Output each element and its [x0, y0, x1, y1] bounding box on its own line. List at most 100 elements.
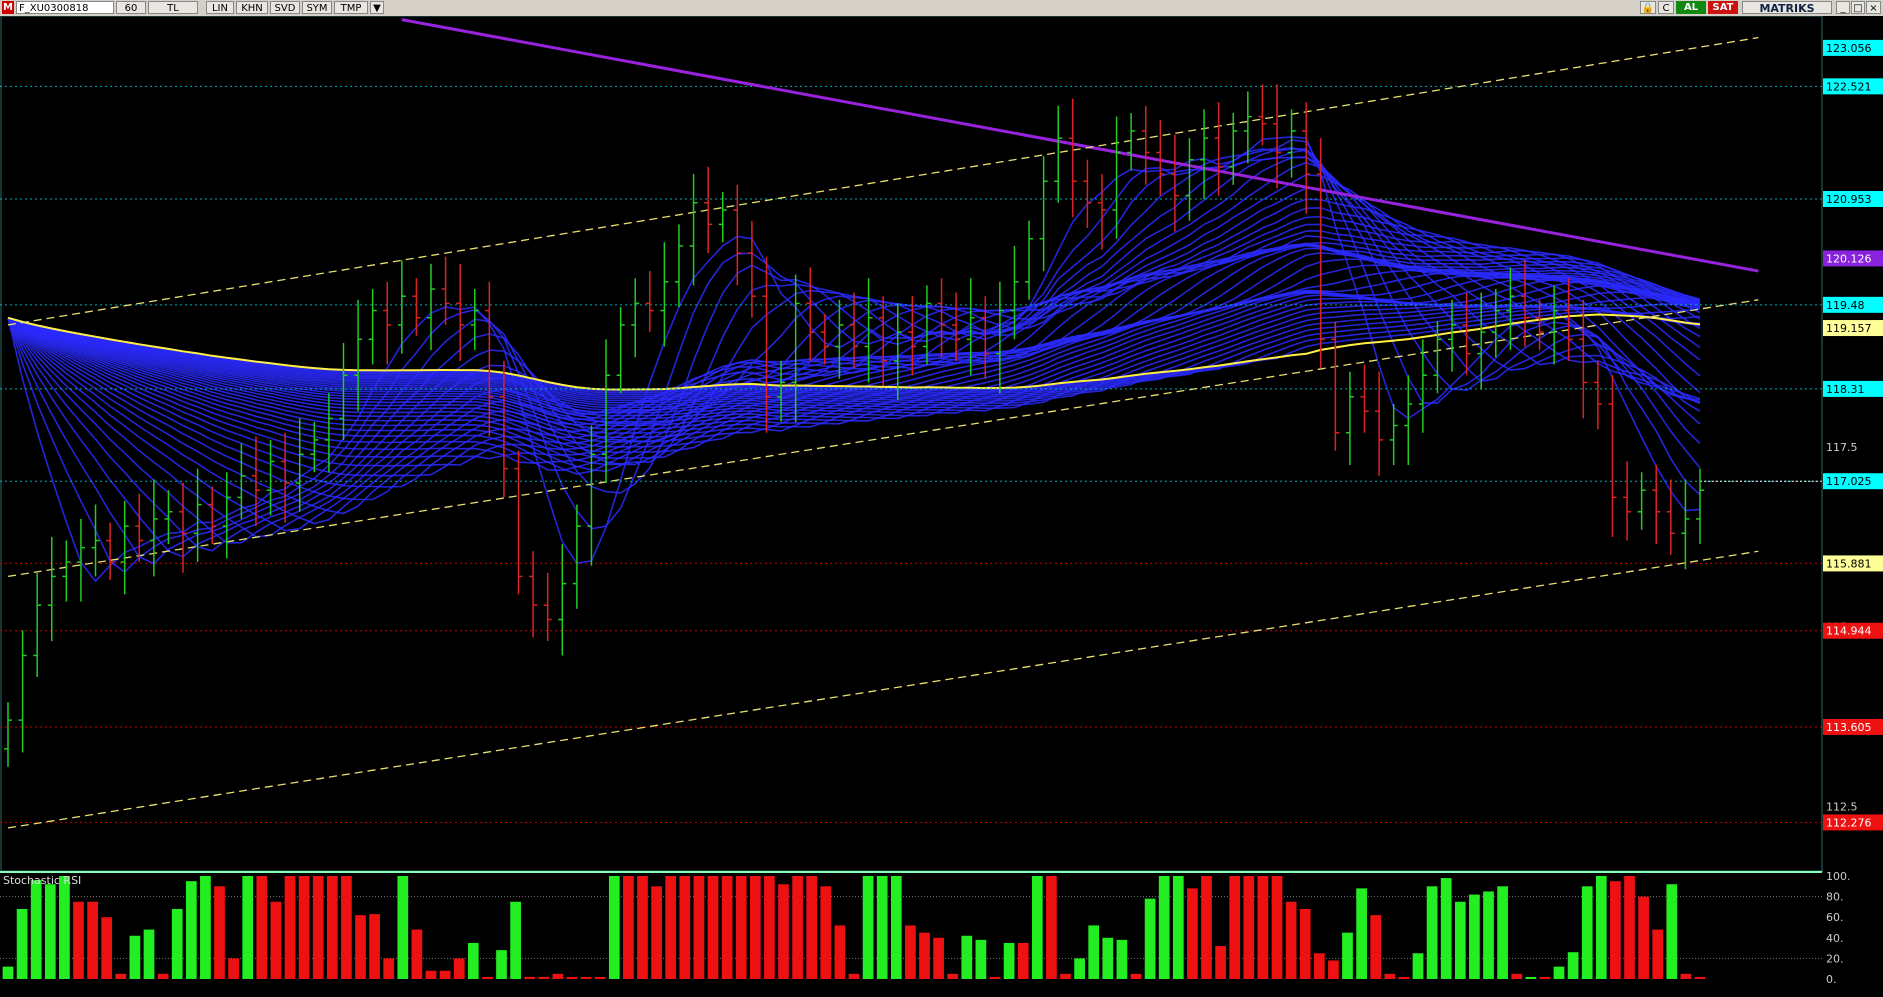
price-bar — [806, 267, 815, 361]
price-bar — [922, 285, 931, 365]
oscillator-bar — [129, 935, 141, 979]
oscillator-bar — [1440, 878, 1452, 979]
price-bar — [412, 278, 421, 336]
oscillator-bar — [707, 876, 719, 979]
lock-icon[interactable]: 🔒 — [1640, 1, 1656, 14]
minimize-icon[interactable]: _ — [1836, 1, 1850, 14]
oscillator-bar — [1088, 925, 1100, 979]
oscillator-bar — [848, 973, 860, 979]
resistance-trendline — [401, 18, 1759, 273]
chart-canvas[interactable]: 117.5115112.5123.056122.521120.953120.12… — [0, 16, 1883, 997]
upper-channel-trendline — [7, 36, 1759, 326]
price-bar — [631, 278, 640, 358]
price-bar — [1375, 371, 1384, 476]
oscillator-bar — [623, 876, 634, 979]
osc-tick-label: 20. — [1826, 952, 1844, 965]
ma-line-76 — [7, 302, 1701, 404]
refresh-icon[interactable]: C — [1658, 1, 1674, 14]
osc-tick-label: 0. — [1826, 973, 1837, 986]
price-bar — [1185, 138, 1194, 221]
osc-tick-label: 40. — [1826, 932, 1844, 945]
oscillator-bar — [538, 976, 550, 979]
oscillator-bar — [1680, 973, 1692, 979]
currency-field[interactable]: TL — [148, 1, 198, 14]
price-bar — [251, 436, 260, 527]
price-bar — [135, 493, 144, 563]
price-bar — [1170, 134, 1179, 232]
price-bar — [1083, 159, 1092, 228]
restore-icon[interactable]: □ — [1851, 1, 1865, 14]
price-bar — [1477, 292, 1486, 390]
price-bar — [47, 536, 56, 642]
oscillator-bar — [890, 876, 902, 979]
symbol-field[interactable]: F_XU0300818 — [16, 1, 114, 14]
price-bar — [106, 522, 115, 581]
oscillator-bar — [1694, 976, 1706, 979]
lin-button[interactable]: LIN — [206, 1, 234, 14]
stochastic-rsi-panel: Stochastic RSI 100. 80. 60. 40. 20. 0. — [0, 870, 1883, 997]
oscillator-bar — [552, 973, 564, 979]
buy-button[interactable]: AL — [1676, 1, 1706, 14]
price-bar — [674, 224, 683, 307]
oscillator-bar — [637, 876, 648, 979]
oscillator-bar — [1370, 915, 1382, 979]
price-bar — [1068, 98, 1077, 218]
oscillator-bar — [749, 876, 761, 979]
price-bar — [602, 339, 611, 484]
oscillator-bar — [482, 976, 493, 979]
oscillator-bar — [735, 876, 747, 979]
close-icon[interactable]: × — [1866, 1, 1881, 14]
oscillator-bar — [1102, 937, 1114, 979]
price-bar — [864, 278, 873, 383]
ma-line-82 — [7, 305, 1701, 398]
price-bar — [310, 421, 319, 473]
oscillator-bar — [1116, 939, 1128, 979]
oscillator-bar — [1356, 888, 1367, 979]
svg-text:115.881: 115.881 — [1826, 557, 1872, 570]
price-bar — [324, 393, 333, 473]
ma-line-44 — [7, 242, 1701, 466]
oscillator-bar — [1567, 952, 1579, 979]
tmp-button[interactable]: TMP — [334, 1, 368, 14]
price-bar — [704, 166, 713, 254]
svg-text:112.276: 112.276 — [1826, 816, 1872, 829]
oscillator-bar — [1031, 876, 1043, 979]
oscillator-bar — [87, 901, 98, 979]
price-bar — [427, 263, 435, 351]
sell-button[interactable]: SAT — [1708, 1, 1738, 14]
price-bar — [616, 306, 625, 394]
khn-button[interactable]: KHN — [236, 1, 268, 14]
ma-line-58 — [7, 271, 1701, 430]
oscillator-bar — [1074, 958, 1085, 979]
oscillator-bar — [806, 876, 818, 979]
oscillator-bar — [284, 876, 296, 979]
sym-button[interactable]: SYM — [302, 1, 332, 14]
price-bar — [1127, 112, 1136, 171]
oscillator-bar — [1130, 973, 1142, 979]
price-bar — [33, 572, 42, 678]
oscillator-bar — [905, 925, 916, 979]
oscillator-bar — [975, 939, 987, 979]
oscillator-bar — [425, 970, 437, 979]
oscillator-bar — [1271, 876, 1283, 979]
oscillator-bar — [1398, 976, 1410, 979]
price-bar — [995, 281, 1004, 394]
svd-button[interactable]: SVD — [270, 1, 300, 14]
oscillator-bar — [1483, 891, 1494, 979]
period-field[interactable]: 60 — [116, 1, 146, 14]
oscillator-bar — [228, 958, 239, 979]
price-level-tag: 123.056 — [1823, 39, 1883, 56]
price-bar — [62, 540, 71, 602]
oscillator-bar — [510, 901, 521, 979]
oscillator-bar — [1158, 876, 1170, 979]
price-bar — [281, 432, 290, 523]
ma-line-62 — [7, 274, 1701, 423]
price-bar — [470, 289, 479, 351]
oscillator-bar — [1201, 876, 1212, 979]
dropdown-icon[interactable]: ▼ — [370, 1, 384, 14]
oscillator-bar — [1187, 888, 1198, 979]
price-bar — [1506, 267, 1515, 351]
ma-line-64 — [7, 276, 1701, 420]
oscillator-bar — [44, 884, 56, 979]
ma-line-60 — [7, 273, 1701, 427]
